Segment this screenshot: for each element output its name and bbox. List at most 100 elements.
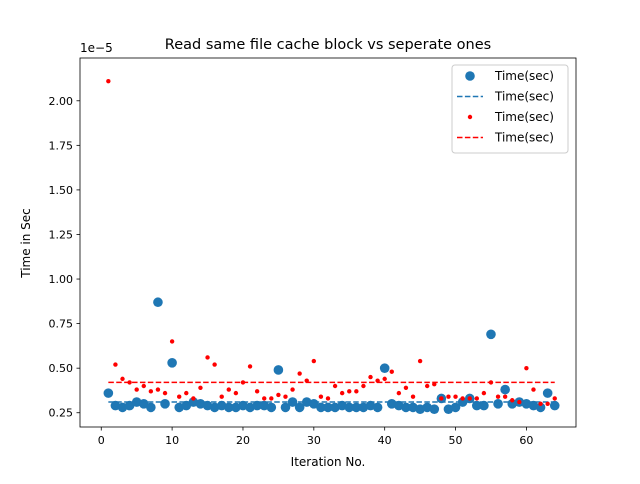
series-0-point — [472, 400, 482, 411]
series-2-point — [177, 394, 182, 399]
series-0-point — [280, 402, 291, 413]
series-2-point — [368, 374, 373, 380]
series-0-point — [486, 329, 496, 340]
series-2-point — [552, 396, 557, 401]
series-2-point — [205, 355, 210, 360]
series-0-point — [535, 402, 546, 413]
x-tick-label: 20 — [236, 434, 250, 447]
series-2-point — [113, 362, 118, 367]
series-2-point — [389, 369, 394, 374]
y-tick-label: 1.25 — [49, 228, 74, 241]
y-tick-label: 0.50 — [49, 362, 74, 375]
series-2-point — [354, 389, 359, 394]
series-0-point — [542, 388, 553, 398]
series-2-point — [481, 390, 487, 396]
series-0-point — [401, 402, 411, 413]
series-2-point — [162, 390, 168, 396]
series-2-point — [474, 396, 479, 401]
series-2-point — [169, 339, 175, 344]
legend-label-1: Time(sec) — [494, 90, 554, 104]
series-0-point — [323, 402, 333, 413]
series-2-point — [219, 394, 224, 399]
y-tick-label: 1.50 — [49, 184, 74, 197]
series-2-point — [148, 389, 154, 394]
x-tick-label: 40 — [378, 434, 392, 447]
series-2-point — [325, 396, 331, 401]
series-2-point — [410, 394, 416, 399]
series-2-point — [283, 394, 288, 399]
y-tick-label: 0.75 — [49, 318, 74, 331]
legend-label-3: Time(sec) — [494, 131, 554, 145]
series-2-point — [276, 392, 281, 398]
series-0-point — [124, 400, 135, 411]
series-2-point — [290, 387, 295, 392]
legend-label-2: Time(sec) — [494, 110, 554, 124]
series-0-point — [224, 402, 234, 413]
y-tick-label: 2.00 — [49, 95, 74, 108]
series-2-point — [191, 396, 196, 401]
series-0-point — [160, 399, 170, 409]
series-2-point — [517, 399, 522, 405]
series-2-point — [212, 362, 217, 367]
series-2-point — [262, 396, 267, 401]
series-2-point — [453, 394, 458, 399]
series-2-point — [403, 385, 409, 390]
series-0-point — [181, 400, 192, 411]
series-2-point — [233, 390, 239, 396]
series-2-point — [254, 389, 260, 394]
series-0-point — [493, 399, 503, 409]
series-2-point — [318, 394, 324, 399]
series-0-point — [273, 365, 284, 375]
plot-marks — [103, 78, 560, 414]
series-2-point — [460, 396, 465, 401]
legend: Time(sec) Time(sec) Time(sec) Time(sec) — [451, 64, 569, 154]
series-2-point — [134, 387, 139, 392]
series-2-point — [439, 396, 444, 401]
legend-label-0: Time(sec) — [494, 69, 554, 83]
series-2-point — [247, 364, 253, 369]
series-2-point — [311, 358, 317, 364]
series-2-point — [531, 387, 536, 392]
y-axis-label: Time in Sec — [19, 208, 33, 279]
series-2-point — [538, 401, 543, 407]
y-tick-label: 1.75 — [49, 139, 74, 152]
series-2-point — [425, 383, 430, 389]
series-2-point — [467, 396, 472, 401]
legend-marker-0 — [465, 71, 475, 81]
series-2-point — [184, 390, 189, 396]
series-2-point — [361, 383, 366, 389]
legend-marker-2 — [467, 114, 473, 120]
series-2-point — [524, 365, 529, 371]
series-0-point — [479, 400, 489, 411]
x-tick-label: 50 — [449, 434, 463, 447]
series-2-point — [226, 387, 231, 392]
series-2-point — [396, 390, 402, 396]
series-0-point — [266, 402, 277, 413]
y-tick-label: 1.00 — [49, 273, 74, 286]
series-0-point — [167, 358, 177, 368]
y-axis-ticks: 0.25 0.50 0.75 1.00 1.25 1.50 1.75 2.00 — [49, 95, 80, 420]
series-0-point — [294, 402, 305, 413]
series-2-point — [155, 387, 161, 392]
series-0-point — [146, 402, 156, 413]
series-0-point — [153, 297, 163, 308]
series-2-point — [339, 390, 345, 396]
series-0-point — [372, 402, 383, 413]
series-2-point — [545, 401, 550, 407]
series-0-point — [344, 402, 355, 413]
series-0-point — [450, 402, 461, 413]
plot-frame — [79, 57, 577, 428]
series-2-point — [332, 383, 338, 389]
series-2-point — [417, 358, 423, 364]
series-2-point — [495, 394, 501, 399]
series-2-point — [198, 385, 203, 390]
x-axis-label: Iteration No. — [291, 455, 366, 469]
series-2-point — [347, 389, 352, 394]
series-2-point — [297, 371, 302, 376]
series-0-point — [549, 400, 560, 411]
series-0-point — [351, 402, 362, 413]
series-2-point — [120, 376, 125, 382]
series-2-point — [510, 398, 515, 403]
series-2-point — [269, 396, 274, 401]
